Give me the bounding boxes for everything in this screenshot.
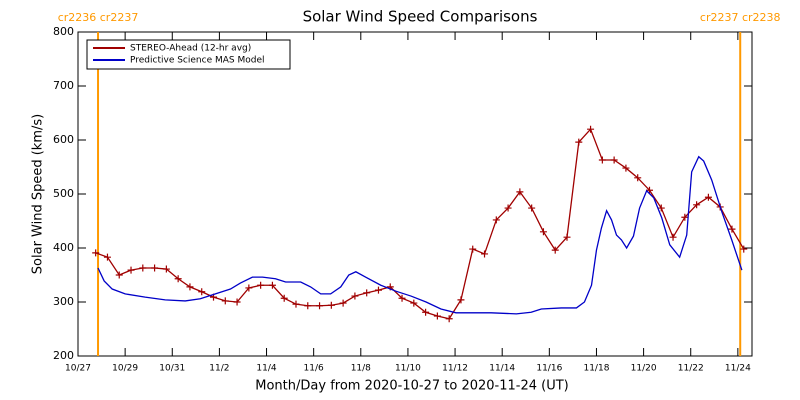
- series-line: [95, 127, 745, 320]
- point-marker: [245, 284, 253, 292]
- point-marker: [257, 281, 265, 289]
- point-marker: [139, 264, 147, 272]
- carrington-label: cr2236 cr2237: [58, 11, 139, 24]
- y-tick-label: 400: [53, 241, 74, 254]
- point-marker: [151, 264, 159, 272]
- point-marker: [398, 294, 406, 302]
- point-marker: [457, 296, 465, 304]
- point-marker: [469, 245, 477, 253]
- legend-label: Predictive Science MAS Model: [130, 56, 265, 66]
- point-marker: [634, 174, 642, 182]
- point-marker: [575, 138, 583, 146]
- point-marker: [363, 289, 371, 297]
- x-tick-label: 10/27: [65, 364, 91, 374]
- point-marker: [669, 233, 677, 241]
- point-marker: [351, 292, 359, 300]
- point-marker: [645, 186, 653, 194]
- x-tick-label: 11/20: [631, 364, 657, 374]
- y-tick-label: 300: [53, 295, 74, 308]
- point-marker: [174, 275, 182, 283]
- x-tick-label: 11/10: [395, 364, 421, 374]
- y-tick-label: 800: [53, 25, 74, 38]
- point-marker: [374, 286, 382, 294]
- x-tick-label: 11/24: [725, 364, 751, 374]
- point-marker: [92, 249, 100, 257]
- series-line: [97, 155, 743, 315]
- y-tick-label: 600: [53, 133, 74, 146]
- point-marker: [233, 298, 241, 306]
- x-tick-label: 11/6: [304, 364, 324, 374]
- point-marker: [327, 301, 335, 309]
- point-marker: [304, 302, 312, 310]
- x-tick-label: 11/18: [583, 364, 609, 374]
- point-marker: [198, 288, 206, 296]
- point-marker: [280, 294, 288, 302]
- x-axis-label: Month/Day from 2020-10-27 to 2020-11-24 …: [255, 379, 568, 394]
- point-marker: [316, 302, 324, 310]
- point-marker: [610, 156, 618, 164]
- plot-frame: [77, 31, 753, 357]
- point-marker: [410, 299, 418, 307]
- point-marker: [268, 281, 276, 289]
- x-tick-label: 10/29: [112, 364, 138, 374]
- point-marker: [127, 266, 135, 274]
- legend-label: STEREO-Ahead (12-hr avg): [130, 44, 251, 54]
- point-marker: [492, 216, 500, 224]
- point-marker: [516, 188, 524, 196]
- chart-title: Solar Wind Speed Comparisons: [303, 8, 538, 26]
- point-marker: [587, 125, 595, 133]
- y-tick-label: 700: [53, 79, 74, 92]
- x-tick-label: 11/8: [351, 364, 371, 374]
- point-marker: [563, 233, 571, 241]
- point-marker: [657, 204, 665, 212]
- point-marker: [433, 312, 441, 320]
- point-marker: [740, 245, 748, 253]
- point-marker: [186, 283, 194, 291]
- x-tick-label: 11/14: [489, 364, 515, 374]
- y-tick-label: 200: [53, 349, 74, 362]
- point-marker: [539, 228, 547, 236]
- point-marker: [728, 225, 736, 233]
- point-marker: [339, 299, 347, 307]
- point-marker: [445, 315, 453, 323]
- point-marker: [681, 213, 689, 221]
- x-tick-label: 11/12: [442, 364, 468, 374]
- point-marker: [103, 253, 111, 261]
- legend-box: [86, 39, 291, 70]
- x-tick-label: 11/4: [256, 364, 276, 374]
- x-tick-label: 11/22: [678, 364, 704, 374]
- point-marker: [221, 297, 229, 305]
- point-marker: [693, 201, 701, 209]
- y-axis-label: Solar Wind Speed (km/s): [31, 114, 46, 274]
- y-tick-label: 500: [53, 187, 74, 200]
- point-marker: [598, 156, 606, 164]
- point-marker: [528, 204, 536, 212]
- point-marker: [504, 204, 512, 212]
- point-marker: [704, 193, 712, 201]
- point-marker: [115, 271, 123, 279]
- x-tick-label: 11/16: [536, 364, 562, 374]
- point-marker: [481, 250, 489, 258]
- point-marker: [622, 164, 630, 172]
- x-tick-label: 11/2: [209, 364, 229, 374]
- carrington-label: cr2237 cr2238: [700, 11, 781, 24]
- point-marker: [422, 308, 430, 316]
- point-marker: [292, 300, 300, 308]
- point-marker: [551, 246, 559, 254]
- x-tick-label: 10/31: [159, 364, 185, 374]
- point-marker: [162, 265, 170, 273]
